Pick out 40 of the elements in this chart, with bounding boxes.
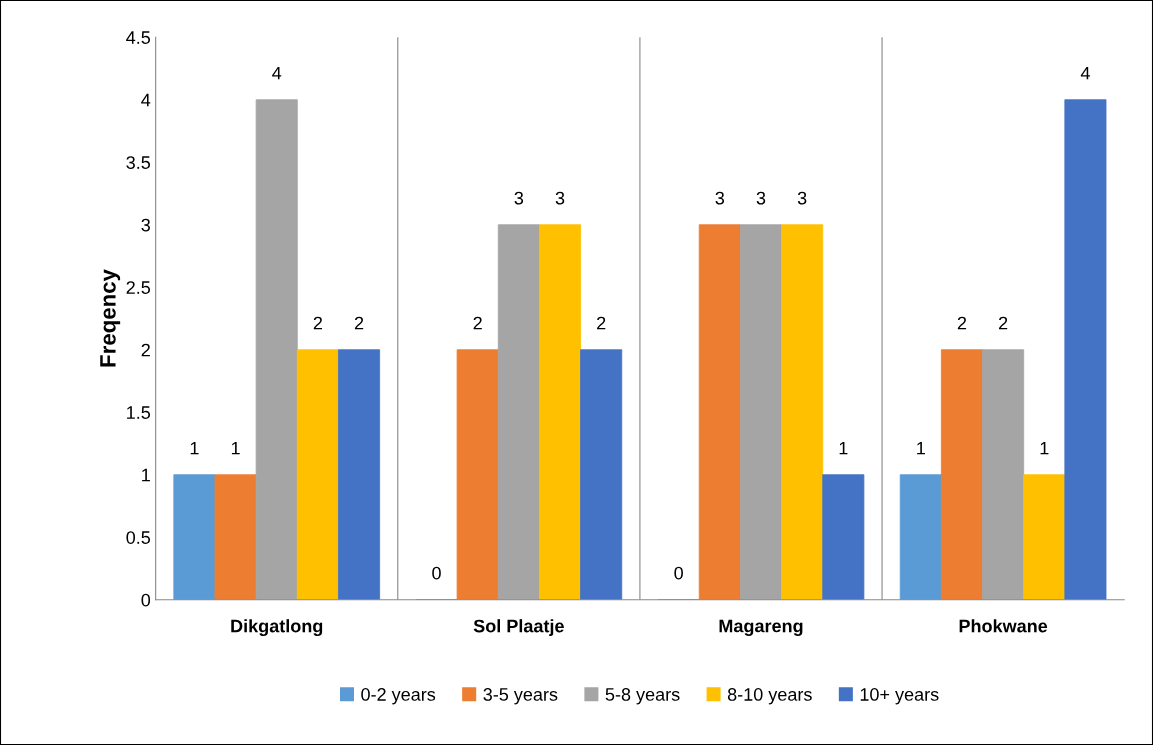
y-tick-label: 1 xyxy=(142,468,150,482)
y-tick-label: 3 xyxy=(141,218,150,232)
data-label: 3 xyxy=(797,191,807,205)
data-label: 3 xyxy=(514,191,524,205)
y-tick-label: 0.5 xyxy=(126,531,151,544)
y-tick-label: 1.5 xyxy=(127,406,151,419)
data-label: 4 xyxy=(1080,66,1090,80)
data-label: 2 xyxy=(999,316,1008,330)
data-label: 1 xyxy=(839,441,848,455)
data-label: 3 xyxy=(756,191,766,205)
y-tick-label: 2 xyxy=(141,343,150,357)
data-label: 3 xyxy=(715,191,725,205)
data-label: 1 xyxy=(190,441,199,455)
data-label: 1 xyxy=(917,441,925,455)
x-tick-label: Dikgatlong xyxy=(231,619,323,637)
data-label: 0 xyxy=(432,566,441,580)
y-axis-title: Freqency xyxy=(100,269,121,367)
y-tick-label: 0 xyxy=(141,593,151,607)
data-label: 4 xyxy=(272,66,282,80)
legend-label: 10+ years xyxy=(860,688,939,705)
data-label: 2 xyxy=(473,316,482,330)
data-label: 2 xyxy=(597,316,606,330)
legend-label: 0-2 years xyxy=(361,688,436,705)
x-tick-label: Magareng xyxy=(719,619,803,636)
legend-label: 3-5 years xyxy=(483,688,558,705)
data-label: 2 xyxy=(957,316,967,330)
data-label: 3 xyxy=(555,191,565,205)
x-tick-label: Phokwane xyxy=(959,619,1048,633)
x-tick-label: Sol Plaatje xyxy=(473,619,564,636)
y-tick-label: 4.5 xyxy=(126,31,151,44)
y-tick-label: 3.5 xyxy=(126,156,151,169)
data-label: 2 xyxy=(354,316,364,330)
y-tick-label: 2.5 xyxy=(126,281,151,294)
data-label: 1 xyxy=(231,441,240,455)
legend-label: 5-8 years xyxy=(605,688,680,705)
data-label: 1 xyxy=(1040,441,1049,455)
data-label: 0 xyxy=(674,566,683,580)
data-label: 2 xyxy=(313,316,322,330)
y-tick-label: 4 xyxy=(141,93,151,107)
legend-label: 8-10 years xyxy=(727,688,812,705)
